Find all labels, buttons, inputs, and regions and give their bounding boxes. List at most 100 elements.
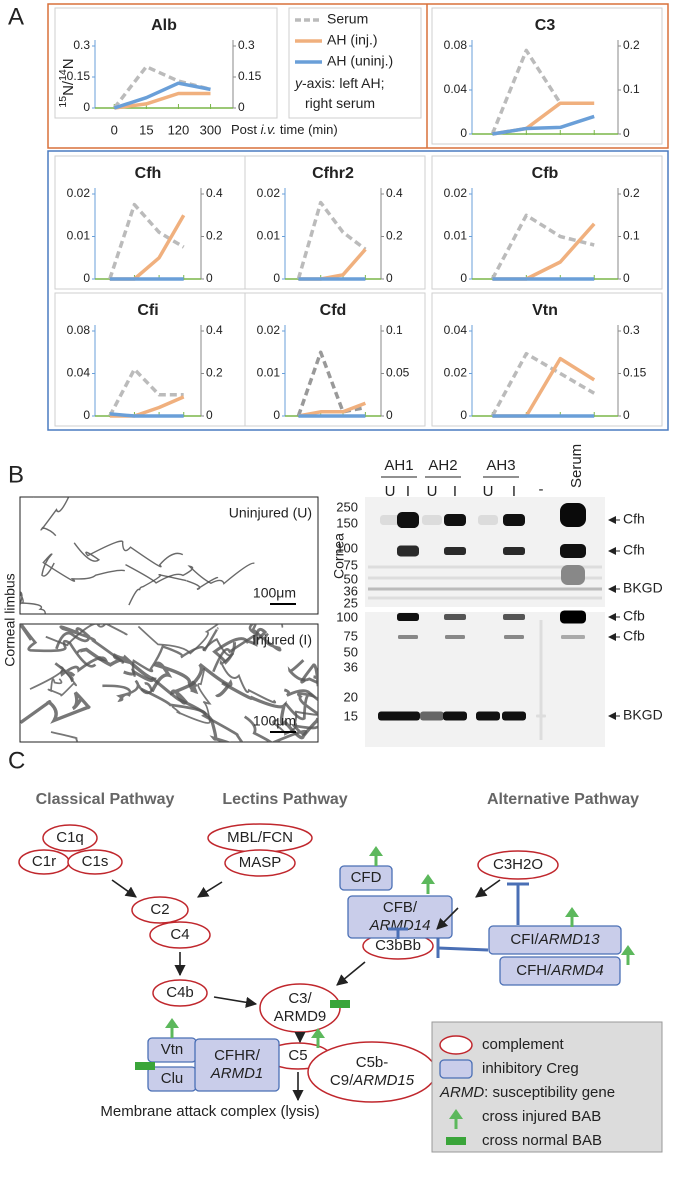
vessel <box>29 665 77 697</box>
text-part: C3bBb <box>375 937 421 954</box>
band <box>444 514 466 526</box>
chart-frame <box>244 292 426 427</box>
complement-ellipse <box>131 896 189 924</box>
lane-label: I <box>512 483 516 500</box>
y-tick-label: 0 <box>460 408 467 422</box>
chart-title: Alb <box>151 17 177 34</box>
legend-label: Serum <box>327 11 368 27</box>
y-tick-label: 0.02 <box>67 186 91 200</box>
y-tick-label: 0.04 <box>444 82 468 96</box>
text-part: CFD <box>351 869 382 886</box>
band-label: BKGD <box>623 707 663 723</box>
band-pointer <box>608 633 616 641</box>
vessel <box>272 710 318 736</box>
normal-marker <box>330 1000 350 1008</box>
band <box>368 565 602 569</box>
text-part: MASP <box>239 854 282 871</box>
vessel-network <box>20 497 255 614</box>
data-line <box>298 401 367 418</box>
y-axis-label: 15N/14N <box>57 58 77 107</box>
text-part: y <box>294 75 303 91</box>
data-line <box>114 91 211 110</box>
injured-marker <box>449 1109 463 1119</box>
text-part: ARMD4 <box>550 962 604 979</box>
y2-tick-label: 0.2 <box>623 38 640 52</box>
legend-label: inhibitory Creg <box>482 1060 579 1077</box>
legend-label: cross injured BAB <box>482 1108 601 1125</box>
vessel <box>20 591 46 614</box>
y-tick-label: 0 <box>83 408 90 422</box>
complement-ellipse <box>224 849 296 877</box>
node-label: C3bBb <box>375 937 421 954</box>
y2-tick-label: 0.1 <box>386 323 403 337</box>
vessel <box>45 624 128 647</box>
data-line <box>109 412 184 418</box>
diagram-footer: Membrane attack complex (lysis) <box>100 1103 319 1120</box>
y-tick-label: 0.08 <box>67 323 91 337</box>
y2-tick-label: 0 <box>623 271 630 285</box>
text-part: 15 <box>57 96 69 108</box>
chart-title: Cfhr2 <box>312 165 354 182</box>
node-label: CFHR/ARMD1 <box>210 1047 264 1082</box>
text-part: inhibitory Creg <box>482 1060 579 1077</box>
legend-label: cross normal BAB <box>482 1132 602 1149</box>
node-label: Vtn <box>161 1041 184 1058</box>
text-part: C5 <box>288 1047 307 1064</box>
text-part: cross normal BAB <box>482 1132 602 1149</box>
creg-box <box>488 925 622 955</box>
text-part: ARMD13 <box>538 931 601 948</box>
side-label: Corneal limbus <box>2 573 18 666</box>
y-tick-label: 0.01 <box>67 229 91 243</box>
band <box>560 610 586 624</box>
y2-tick-label: 0 <box>206 271 213 285</box>
band <box>380 515 400 525</box>
injured-marker <box>369 846 383 856</box>
complement-ellipse <box>152 979 208 1007</box>
data-line <box>113 81 211 110</box>
band <box>503 514 525 526</box>
mw-label: 15 <box>344 708 358 723</box>
x-axis-label: Post i.v. time (min) <box>231 122 338 137</box>
lane-label: U <box>427 483 438 500</box>
node-label: Clu <box>161 1070 184 1087</box>
band <box>378 711 402 721</box>
panel-label: B <box>8 461 24 488</box>
vessel <box>128 573 219 606</box>
injured-marker <box>565 907 579 917</box>
inhibition <box>437 946 489 952</box>
text-part: 14 <box>57 69 69 81</box>
text-part: CFH/ <box>516 962 552 979</box>
band <box>444 614 466 620</box>
complement-ellipse <box>42 824 98 852</box>
legend-label: AH (uninj.) <box>327 53 393 69</box>
band-label: Cfb <box>623 608 645 624</box>
band-label: Cfh <box>623 511 645 527</box>
node-label: C3H2O <box>493 856 543 873</box>
band <box>560 503 586 527</box>
mw-label: 75 <box>344 557 358 572</box>
node-label: C1s <box>82 853 109 870</box>
y2-tick-label: 0.2 <box>206 229 223 243</box>
band <box>561 635 585 639</box>
side-label: Cornea <box>331 533 347 579</box>
injured-marker <box>621 945 635 955</box>
band <box>398 635 418 639</box>
node-label: C5 <box>288 1047 307 1064</box>
vessel <box>73 540 184 568</box>
text-part: ARMD1 <box>210 1065 264 1082</box>
vessel <box>171 667 212 724</box>
band <box>368 596 602 600</box>
y2-tick-label: 0.4 <box>206 323 223 337</box>
complement-ellipse <box>149 921 211 949</box>
x-tick-label: 300 <box>200 122 222 137</box>
lane-label: I <box>406 483 410 500</box>
y2-tick-label: 0.4 <box>386 186 403 200</box>
y-tick-label: 0.04 <box>67 366 91 380</box>
legend-label: complement <box>482 1036 565 1053</box>
group-frame <box>47 3 669 149</box>
arrow <box>336 961 366 986</box>
lane-group: AH1 <box>384 457 413 474</box>
x-tick-label: 0 <box>111 122 118 137</box>
vessel <box>212 627 268 665</box>
y-tick-label: 0.01 <box>257 229 281 243</box>
